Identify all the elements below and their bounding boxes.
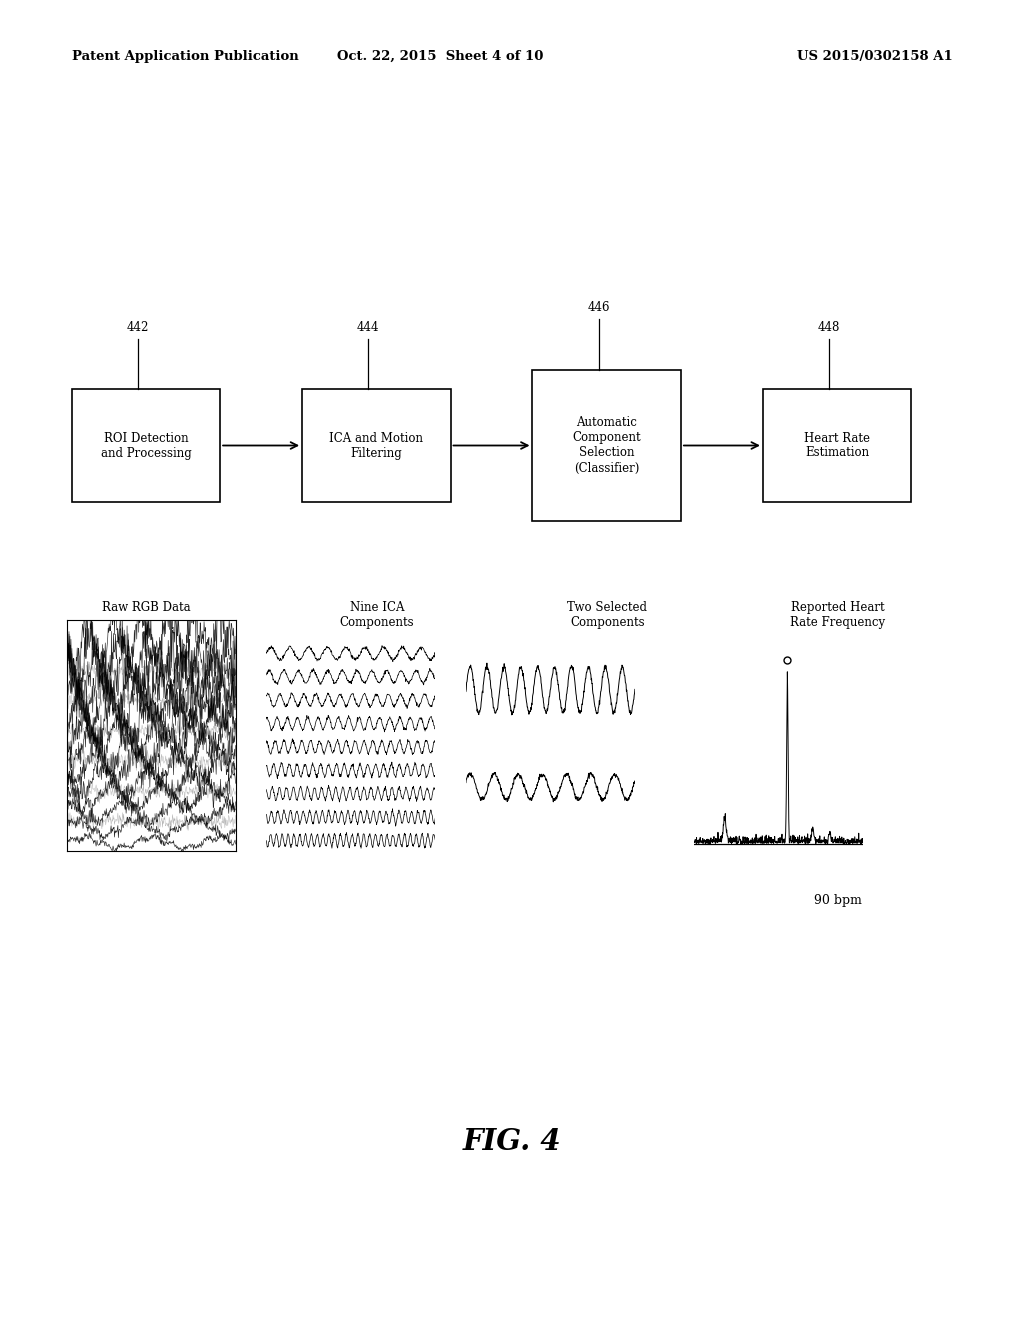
FancyBboxPatch shape <box>763 389 911 502</box>
FancyBboxPatch shape <box>302 389 451 502</box>
Text: FIG. 4: FIG. 4 <box>463 1127 561 1156</box>
Text: Nine ICA
Components: Nine ICA Components <box>340 601 414 628</box>
FancyBboxPatch shape <box>532 370 681 521</box>
Text: Reported Heart
Rate Frequency: Reported Heart Rate Frequency <box>791 601 885 628</box>
Text: 90 bpm: 90 bpm <box>814 894 861 907</box>
FancyBboxPatch shape <box>72 389 220 502</box>
Text: Raw RGB Data: Raw RGB Data <box>102 601 190 614</box>
Text: Automatic
Component
Selection
(Classifier): Automatic Component Selection (Classifie… <box>572 417 641 474</box>
Text: 442: 442 <box>127 321 148 334</box>
Text: 444: 444 <box>357 321 379 334</box>
Text: ROI Detection
and Processing: ROI Detection and Processing <box>100 432 191 459</box>
Text: Heart Rate
Estimation: Heart Rate Estimation <box>804 432 870 459</box>
Text: US 2015/0302158 A1: US 2015/0302158 A1 <box>797 50 952 63</box>
Text: Patent Application Publication: Patent Application Publication <box>72 50 298 63</box>
Text: 448: 448 <box>818 321 840 334</box>
Text: 446: 446 <box>588 301 609 314</box>
Text: Oct. 22, 2015  Sheet 4 of 10: Oct. 22, 2015 Sheet 4 of 10 <box>337 50 544 63</box>
Text: Two Selected
Components: Two Selected Components <box>567 601 647 628</box>
Text: ICA and Motion
Filtering: ICA and Motion Filtering <box>330 432 423 459</box>
